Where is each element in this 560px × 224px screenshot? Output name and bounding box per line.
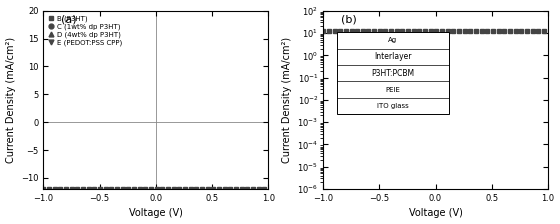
- X-axis label: Voltage (V): Voltage (V): [129, 209, 183, 218]
- Text: (a): (a): [62, 14, 77, 24]
- Text: Interlayer: Interlayer: [374, 52, 412, 61]
- Y-axis label: Current Density (mA/cm²): Current Density (mA/cm²): [6, 37, 16, 163]
- Legend: B (P3HT), C (1wt% dp P3HT), D (4wt% dp P3HT), E (PEDOT:PSS CPP): B (P3HT), C (1wt% dp P3HT), D (4wt% dp P…: [47, 14, 123, 47]
- Text: ITO glass: ITO glass: [377, 103, 409, 109]
- Y-axis label: Current Density (mA/cm²): Current Density (mA/cm²): [282, 37, 292, 163]
- Text: PEIE: PEIE: [385, 86, 400, 93]
- Text: P3HT:PCBM: P3HT:PCBM: [371, 69, 414, 78]
- Text: (b): (b): [341, 14, 357, 24]
- Text: Ag: Ag: [388, 37, 398, 43]
- Bar: [337, 32, 449, 114]
- X-axis label: Voltage (V): Voltage (V): [409, 209, 463, 218]
